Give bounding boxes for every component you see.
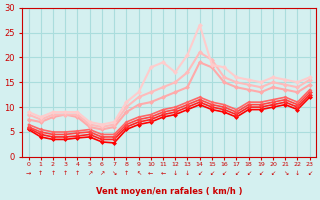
X-axis label: Vent moyen/en rafales ( km/h ): Vent moyen/en rafales ( km/h )	[96, 187, 242, 196]
